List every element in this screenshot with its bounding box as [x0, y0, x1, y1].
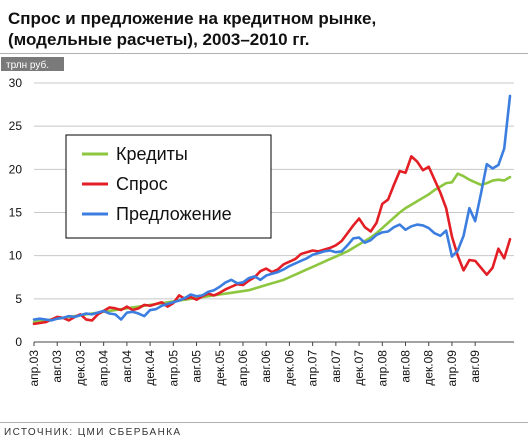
- y-tick-label-5: 5: [15, 292, 22, 306]
- y-tick-label-30: 30: [9, 76, 23, 90]
- x-tick-label-17: дек.08: [422, 350, 436, 386]
- x-tick-label-16: авг.08: [399, 350, 413, 383]
- x-tick-label-19: авг.09: [468, 350, 482, 383]
- title-line-2: (модельные расчеты), 2003–2010 гг.: [8, 30, 310, 49]
- legend-label-demand: Спрос: [116, 174, 168, 194]
- legend: Кредиты Спрос Предложение: [65, 134, 272, 239]
- x-tick-label-10: авг.06: [259, 350, 273, 383]
- unit-label-box: [1, 57, 64, 71]
- x-tick-label-6: апр.05: [166, 350, 180, 387]
- y-tick-label-10: 10: [9, 249, 23, 263]
- x-tick-label-4: авг.04: [120, 350, 134, 383]
- x-tick-label-15: апр.08: [375, 350, 389, 387]
- x-tick-label-3: апр.04: [97, 350, 111, 387]
- chart-title: Спрос и предложение на кредитном рынке, …: [8, 8, 523, 50]
- x-tick-label-0: апр.03: [27, 350, 41, 387]
- title-divider: [0, 53, 528, 54]
- legend-label-credits: Кредиты: [116, 144, 188, 164]
- legend-box: [65, 134, 272, 239]
- x-tick-label-12: апр.07: [306, 350, 320, 387]
- x-tick-label-9: апр.06: [236, 350, 250, 387]
- y-tick-label-25: 25: [9, 119, 23, 133]
- x-tick-label-13: авг.07: [329, 350, 343, 383]
- y-tick-label-15: 15: [9, 206, 23, 220]
- x-tick-label-1: авг.03: [50, 350, 64, 383]
- y-axis: 0 5 10 15 20 25 30: [9, 76, 23, 349]
- y-tick-label-0: 0: [15, 335, 22, 349]
- series-line-demand: [32, 155, 512, 326]
- x-tick-label-5: дек.04: [143, 350, 157, 386]
- x-tick-label-11: дек.06: [282, 350, 296, 386]
- x-tick-label-14: дек.07: [352, 350, 366, 386]
- x-tick-label-2: дек.03: [73, 350, 87, 386]
- title-line-1: Спрос и предложение на кредитном рынке,: [8, 9, 377, 28]
- legend-label-supply: Предложение: [116, 204, 232, 224]
- x-tick-label-18: апр.09: [445, 350, 459, 387]
- x-tick-label-7: авг.05: [190, 350, 204, 383]
- series-line-credits: [32, 172, 512, 324]
- source-note: ИСТОЧНИК: ЦМИ СБЕРБАНКА: [4, 427, 182, 438]
- source-divider: [0, 422, 528, 423]
- plot-lines: [32, 94, 512, 326]
- line-chart: 0 5 10 15 20 25 30 трлн руб. апр.03 авг.03 дек.0…: [1, 57, 514, 387]
- x-tick-label-8: дек.05: [213, 350, 227, 386]
- series-line-supply: [32, 94, 512, 322]
- x-axis: апр.03 авг.03 дек.03 апр.04 авг.04 дек.04 апр.…: [27, 342, 482, 387]
- y-tick-label-20: 20: [9, 162, 23, 176]
- unit-label: трлн руб.: [6, 59, 49, 71]
